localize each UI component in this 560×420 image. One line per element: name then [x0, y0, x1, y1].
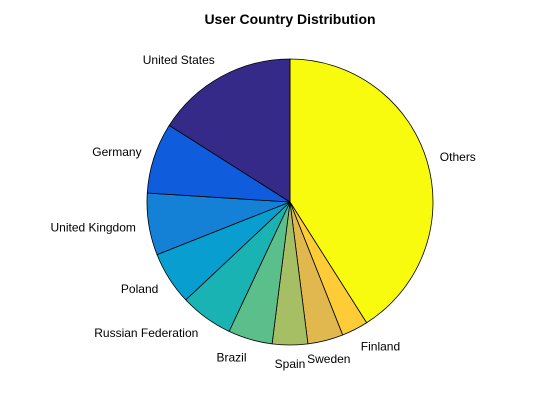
pie-slice-others [289, 58, 434, 324]
pie-slice-united-states [168, 58, 291, 203]
slice-label-germany: Germany [92, 145, 141, 159]
slice-label-united-states: United States [143, 53, 215, 67]
pie-slices [146, 58, 434, 346]
slice-label-united-kingdom: United Kingdom [51, 220, 136, 234]
slice-label-finland: Finland [361, 339, 400, 353]
slice-label-poland: Poland [121, 282, 158, 296]
slice-label-sweden: Sweden [307, 352, 350, 366]
slice-label-others: Others [440, 150, 476, 164]
slice-label-spain: Spain [275, 357, 306, 371]
slice-label-brazil: Brazil [216, 351, 246, 365]
chart-title: User Country Distribution [204, 11, 375, 27]
slice-label-russian-federation: Russian Federation [94, 326, 198, 340]
